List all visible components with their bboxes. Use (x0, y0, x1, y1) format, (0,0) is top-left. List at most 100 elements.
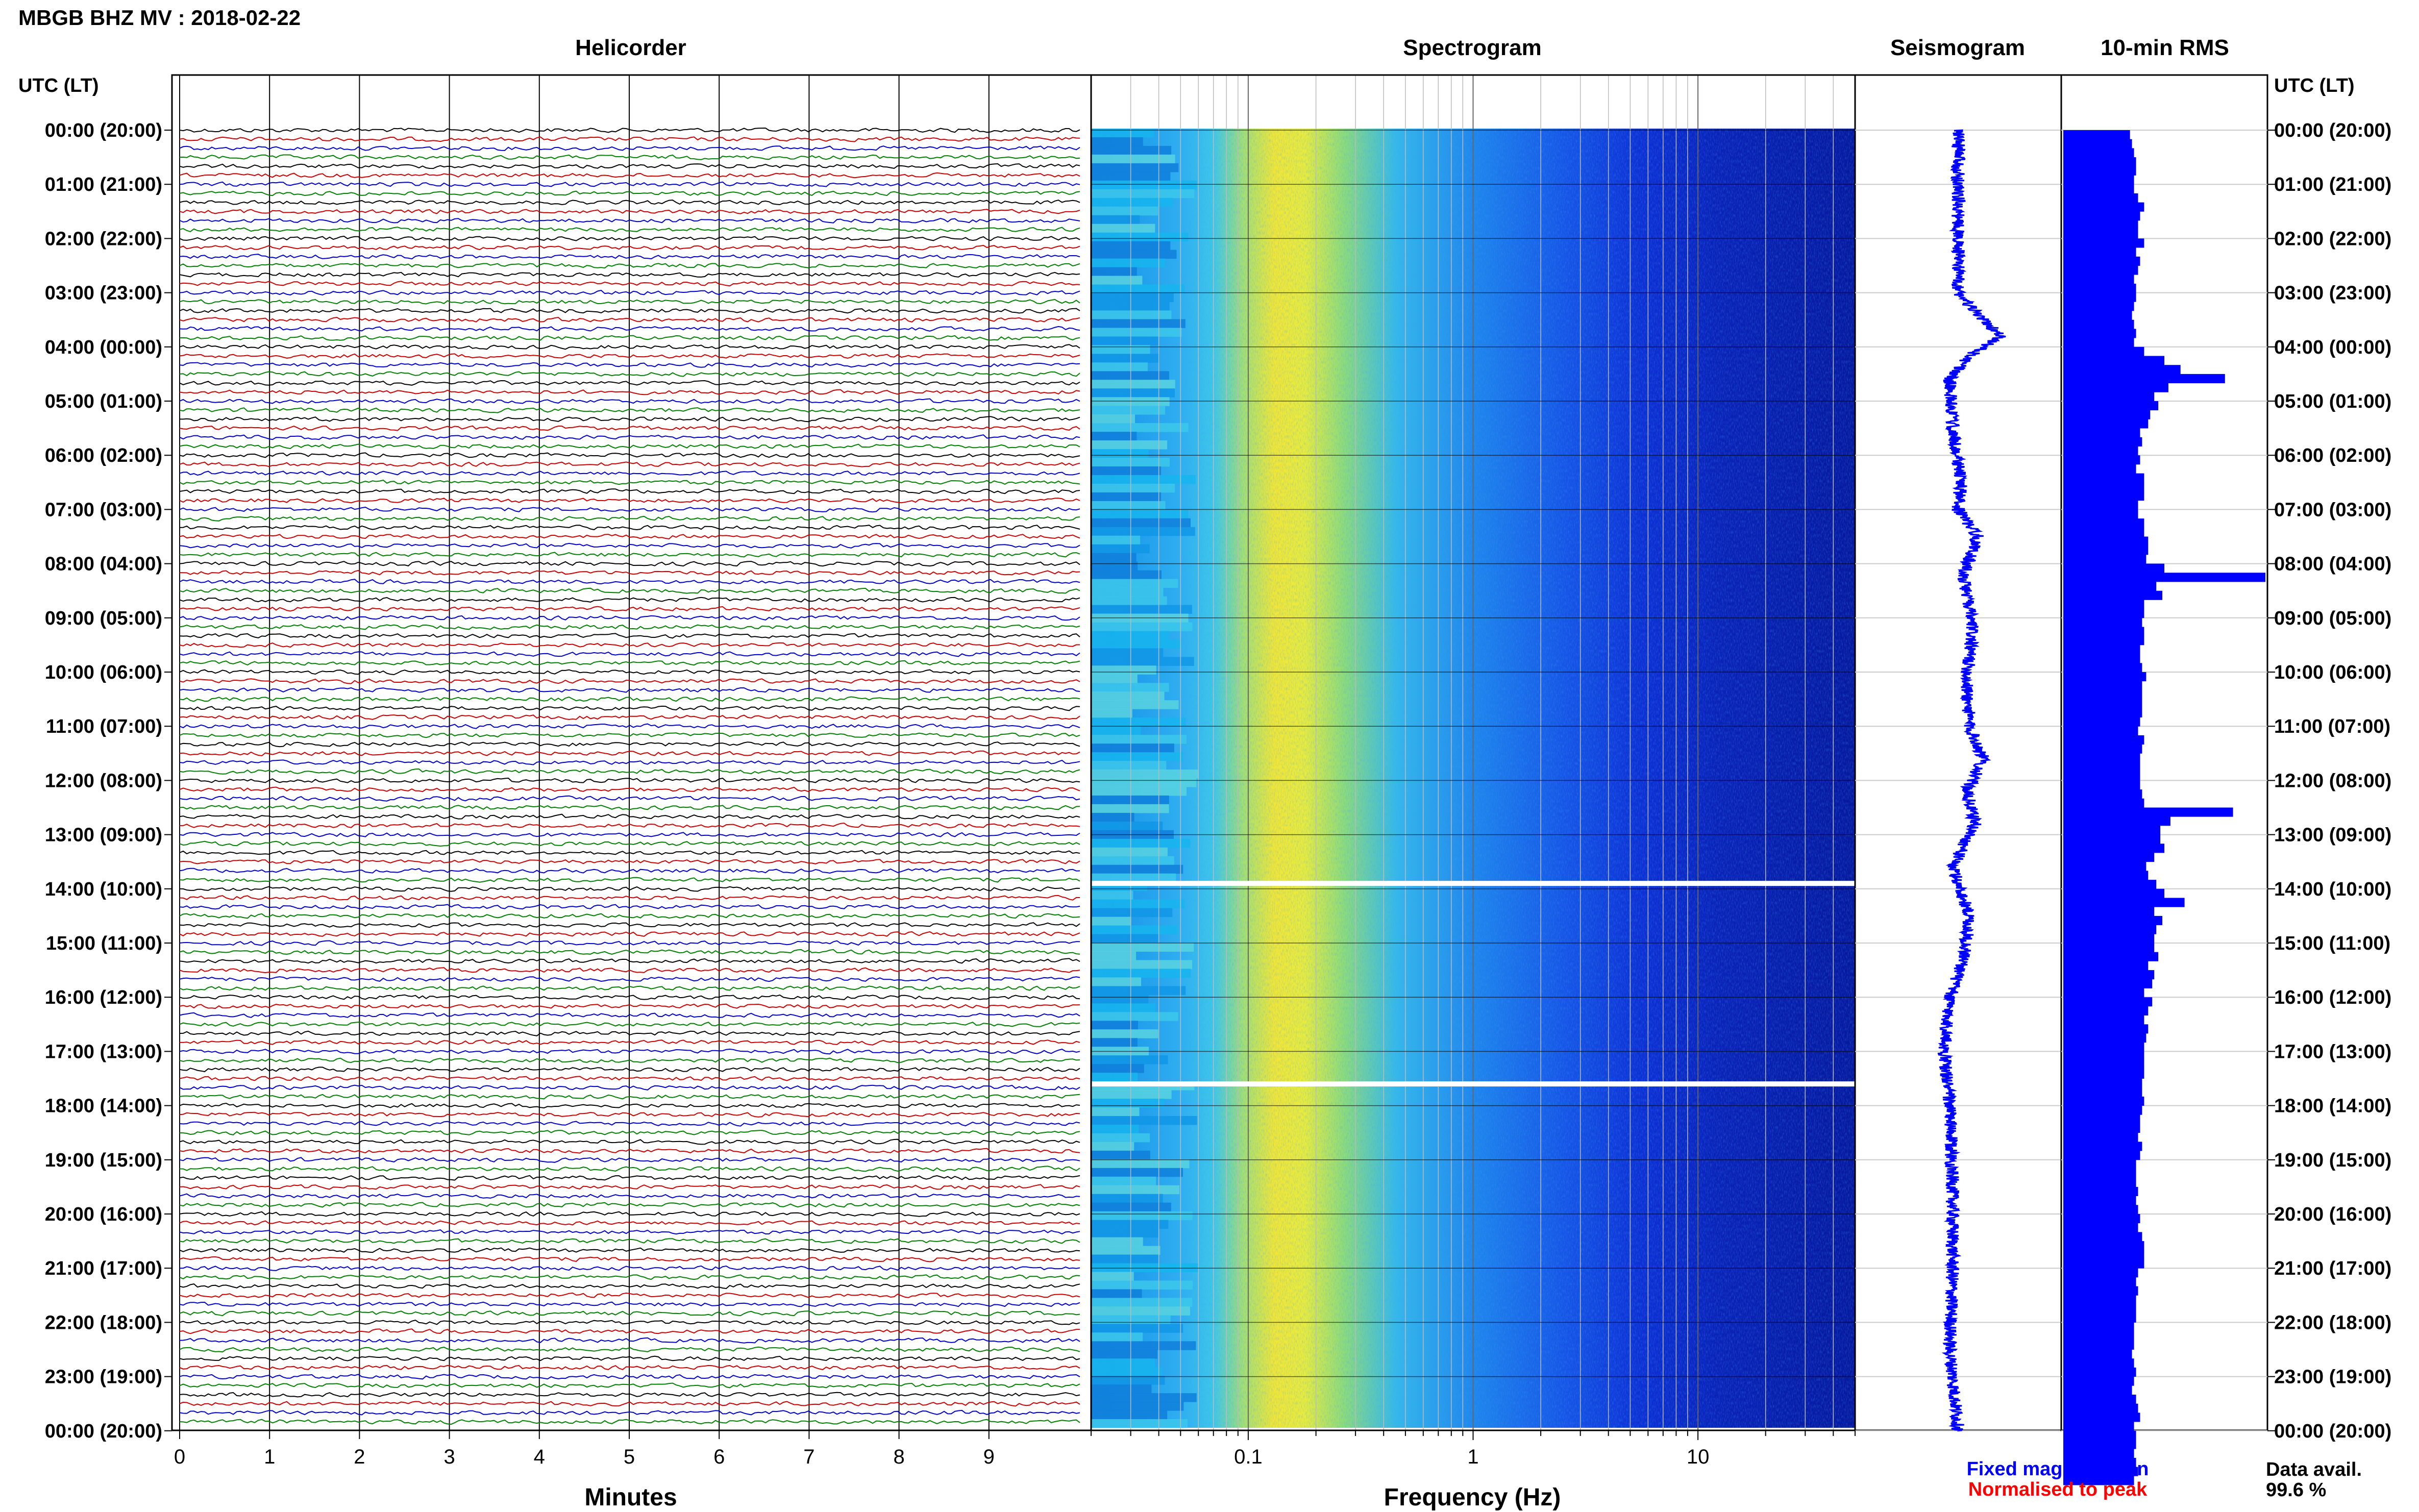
spectrogram-low-band-row (1091, 847, 1168, 857)
helicorder-trace-line (179, 1238, 1080, 1244)
helicorder-trace-line (179, 750, 1080, 757)
rms-bar (2063, 1322, 2134, 1332)
helicorder-trace-line (179, 561, 1080, 567)
rms-bar (2063, 311, 2132, 320)
helicorder-trace-line (179, 1048, 1080, 1055)
spectrogram-low-band-row (1091, 890, 1133, 900)
helicorder-trace-line (179, 1094, 1080, 1100)
spectrogram-low-band-row (1091, 943, 1194, 952)
panel-title-helicorder: Helicorder (575, 35, 686, 60)
spectrogram-low-band-row (1091, 977, 1141, 986)
spectrogram-low-band-row (1091, 743, 1174, 753)
helicorder-trace-line (179, 813, 1080, 820)
spectrogram-low-band-row (1091, 934, 1159, 943)
helicorder-trace-line (179, 1184, 1080, 1190)
helicorder-trace-line (179, 1157, 1080, 1163)
spectrogram-low-band-row (1091, 570, 1162, 580)
spectrogram-low-band-row (1091, 232, 1189, 242)
spectrogram-low-band-row (1091, 622, 1193, 631)
left-time-label: 00:00 (20:00) (45, 1421, 162, 1442)
helicorder-trace-line (179, 552, 1080, 558)
rms-bar (2063, 1403, 2138, 1413)
panel-title-spectrogram: Spectrogram (1403, 35, 1541, 60)
spectrogram-low-band-row (1091, 328, 1182, 337)
right-time-label: 14:00 (10:00) (2274, 879, 2391, 900)
helicorder-trace-line (179, 389, 1080, 395)
helicorder-trace-line (179, 470, 1080, 476)
spectrogram-low-band-row (1091, 925, 1178, 934)
rms-bar (2063, 1440, 2136, 1449)
spectrogram-low-band-row (1091, 1263, 1198, 1272)
rms-bar (2063, 518, 2144, 528)
spectrogram-low-band-row (1091, 258, 1166, 268)
right-time-label: 22:00 (18:00) (2274, 1312, 2391, 1333)
right-time-label: 21:00 (17:00) (2274, 1258, 2391, 1279)
helicorder-trace-line (179, 506, 1080, 513)
left-time-label: 01:00 (21:00) (45, 174, 162, 195)
rms-bar (2063, 546, 2149, 555)
helicorder-trace-line (179, 1003, 1080, 1009)
spectrogram-low-band-row (1091, 587, 1164, 597)
rms-bar (2063, 365, 2181, 375)
helicorder-trace-line (179, 1274, 1080, 1280)
spectrogram-low-band (1091, 129, 1199, 1428)
spectrogram-low-band-row (1091, 267, 1137, 277)
helicorder-trace-line (179, 1382, 1080, 1389)
left-time-label: 03:00 (23:00) (45, 283, 162, 304)
spectrogram-low-band-row (1091, 163, 1179, 172)
spectrogram-low-band-row (1091, 1298, 1193, 1307)
rms-bar (2063, 410, 2151, 419)
spectrogram-low-band-row (1091, 302, 1170, 311)
rms-bars (2063, 130, 2265, 1485)
spectrogram-low-band-row (1091, 527, 1195, 536)
helicorder-trace-line (179, 958, 1080, 964)
time-axis-labels: 00:00 (20:00) 00:00 (20:00) 01:00 (21:00) 0… (45, 120, 2392, 1442)
helicorder-trace-line (179, 1075, 1080, 1081)
rms-bar (2063, 1277, 2136, 1286)
rms-bar (2063, 627, 2144, 636)
helicorder-trace-line (179, 289, 1080, 296)
helicorder-trace-line (179, 1138, 1080, 1145)
rms-bar (2063, 853, 2155, 862)
helicorder-trace-line (179, 1202, 1080, 1208)
spectrogram-low-band-row (1091, 1107, 1140, 1117)
spectrogram-low-band-row (1091, 1306, 1190, 1316)
rms-bar (2063, 374, 2225, 383)
spectrogram-low-band-row (1091, 1228, 1158, 1238)
spectrogram-low-band-row (1091, 969, 1191, 978)
rms-bar (2063, 672, 2146, 682)
rms-bar (2063, 925, 2157, 934)
helicorder-trace-line (179, 931, 1080, 937)
rms-bar (2063, 798, 2144, 808)
helicorder-trace-line (179, 498, 1080, 504)
right-time-label: 10:00 (06:00) (2274, 662, 2391, 683)
rms-bar (2063, 844, 2164, 853)
spectrogram-low-band-row (1091, 354, 1159, 363)
spectrogram-low-band-row (1091, 336, 1158, 345)
right-time-label: 02:00 (22:00) (2274, 228, 2391, 250)
data-avail-value: 99.6 % (2266, 1479, 2326, 1501)
helicorder-trace-line (179, 705, 1080, 711)
helicorder-trace-line (179, 895, 1080, 901)
helicorder-trace-line (179, 217, 1080, 224)
helicorder-trace-line (179, 840, 1080, 847)
spectrogram-low-band-row (1091, 206, 1158, 216)
rms-bar (2063, 527, 2144, 537)
rms-bar (2063, 1205, 2138, 1214)
right-time-label: 16:00 (12:00) (2274, 987, 2391, 1008)
rms-bar (2063, 617, 2142, 627)
utc-header-right: UTC (LT) (2274, 75, 2355, 96)
helicorder-trace-line (179, 434, 1080, 440)
rms-bar (2063, 220, 2138, 230)
spectrogram-low-band-row (1091, 1194, 1163, 1203)
rms-bar (2063, 1467, 2138, 1476)
rms-bar (2063, 130, 2130, 140)
spectrogram-low-band-row (1091, 1150, 1150, 1160)
rms-bar (2063, 780, 2140, 790)
rms-bar (2063, 690, 2142, 700)
rms-bar (2063, 383, 2168, 392)
seismogram-trace-group (1937, 129, 2006, 1432)
helicorder-trace-line (179, 1175, 1080, 1181)
rms-bar (2063, 861, 2146, 871)
